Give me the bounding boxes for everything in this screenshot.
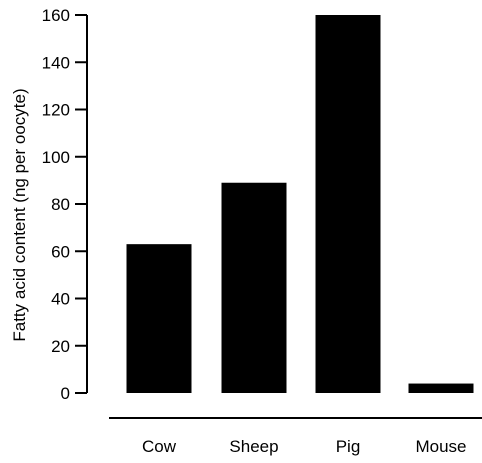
x-tick-label-cow: Cow	[142, 437, 177, 456]
x-tick-label-mouse: Mouse	[415, 437, 466, 456]
y-axis-title: Fatty acid content (ng per oocyte)	[10, 88, 29, 341]
y-tick-label: 160	[42, 6, 70, 25]
x-tick-labels: Cow Sheep Pig Mouse	[142, 437, 467, 456]
y-tick-label: 140	[42, 53, 70, 72]
y-tick-label: 60	[51, 242, 70, 261]
x-tick-label-sheep: Sheep	[229, 437, 278, 456]
y-tick-label: 80	[51, 195, 70, 214]
y-tick-label: 40	[51, 290, 70, 309]
bar-pig	[315, 15, 381, 393]
bar-sheep	[221, 182, 287, 393]
y-ticks: 0 20 40 60 80 100 120 140 160	[42, 6, 87, 403]
y-tick-label: 20	[51, 337, 70, 356]
bar-cow	[126, 244, 192, 393]
bar-mouse	[408, 383, 474, 393]
y-tick-label: 0	[61, 384, 70, 403]
y-tick-label: 100	[42, 148, 70, 167]
x-tick-label-pig: Pig	[336, 437, 361, 456]
bars	[126, 15, 474, 393]
y-tick-label: 120	[42, 101, 70, 120]
